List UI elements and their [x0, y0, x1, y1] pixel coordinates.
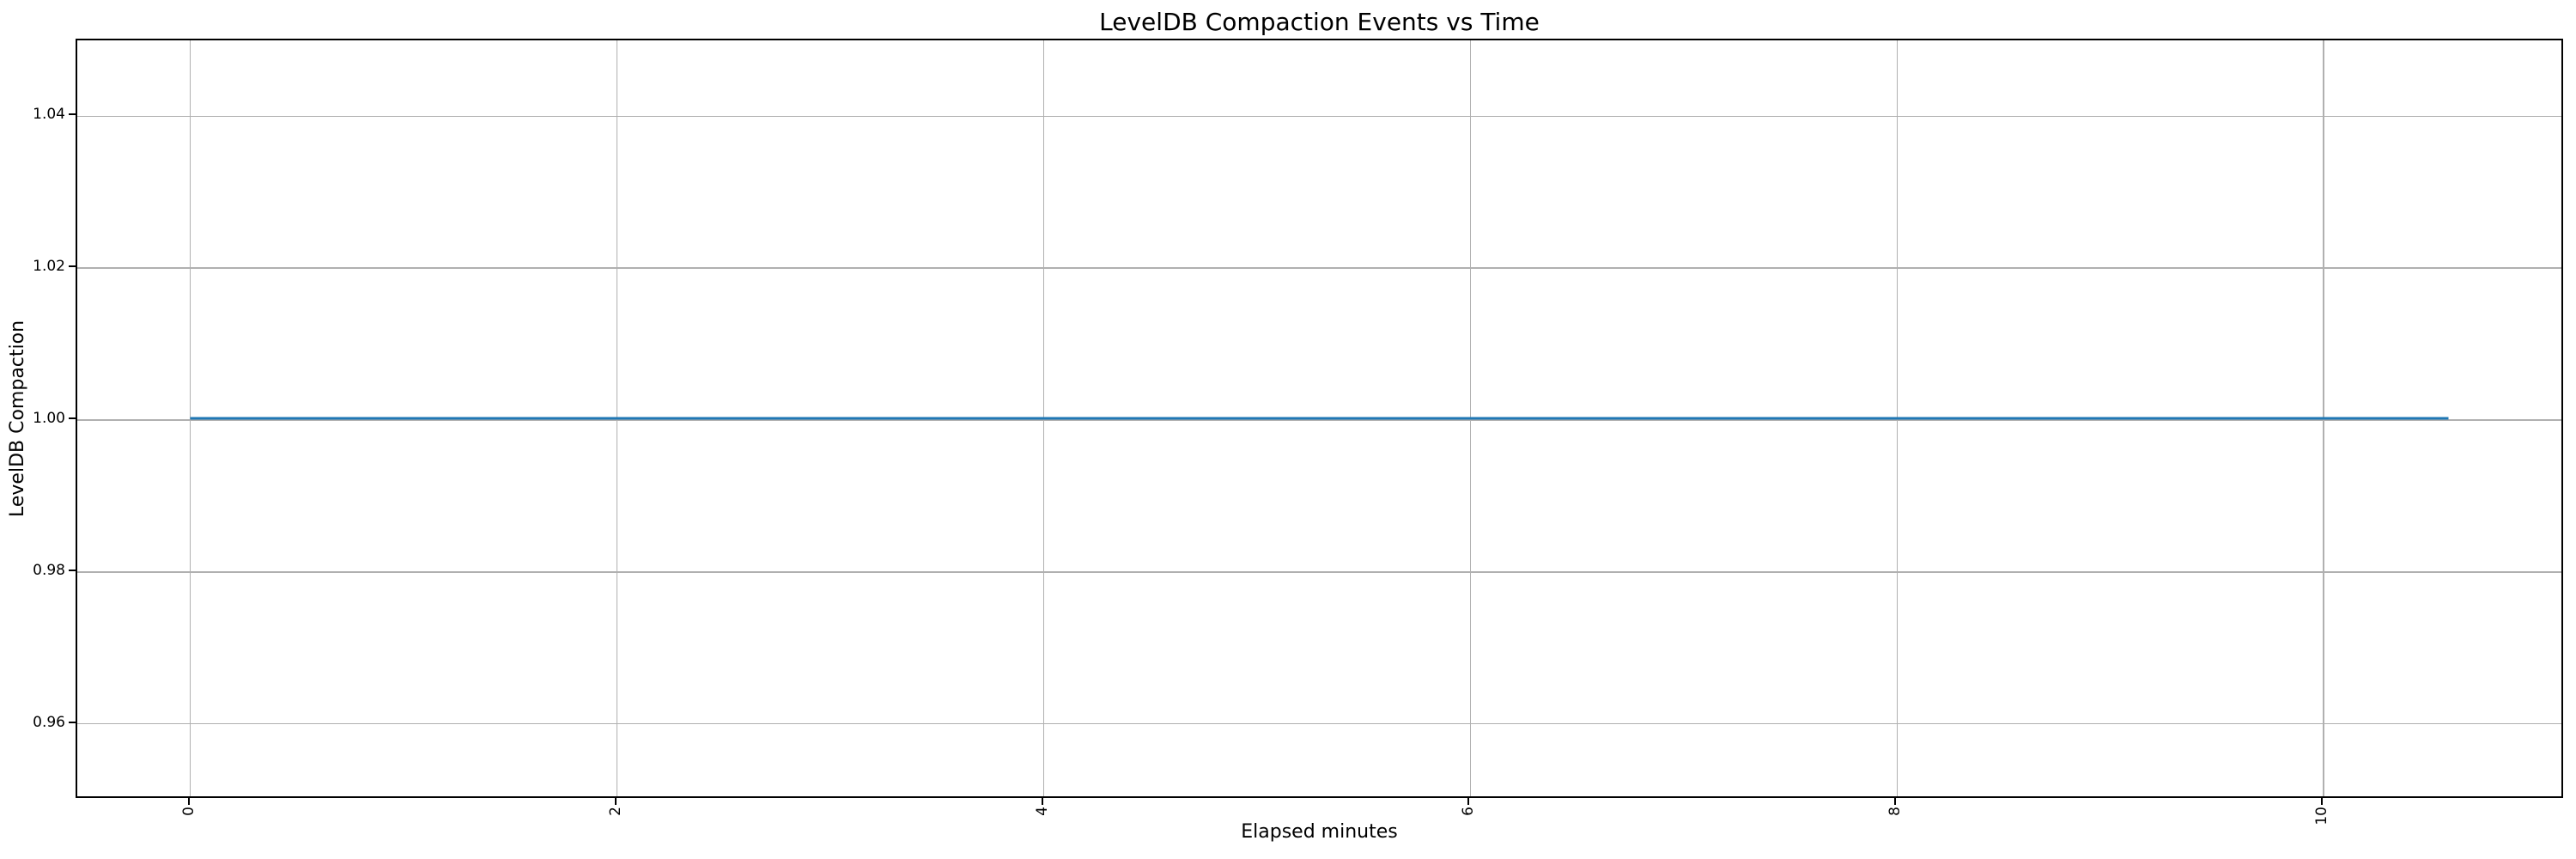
y-tick-mark	[69, 721, 76, 723]
y-gridline	[77, 419, 2561, 421]
plot-area	[76, 39, 2563, 798]
x-axis-label: Elapsed minutes	[1241, 821, 1398, 843]
x-tick-label: 8	[1886, 807, 1905, 816]
x-tick-mark	[1467, 798, 1470, 805]
x-tick-mark	[1894, 798, 1897, 805]
y-tick-label: 1.02	[33, 258, 65, 276]
series-layer	[190, 417, 2449, 420]
y-tick-mark	[69, 113, 76, 116]
x-tick-mark	[187, 798, 190, 805]
x-tick-label: 10	[2313, 807, 2331, 825]
y-tick-mark	[69, 417, 76, 419]
y-tick-label: 0.98	[33, 561, 65, 579]
y-tick-mark	[69, 265, 76, 268]
x-tick-mark	[2321, 798, 2324, 805]
x-tick-label: 0	[179, 807, 197, 816]
y-gridline	[77, 722, 2561, 725]
y-tick-label: 1.00	[33, 410, 65, 427]
x-tick-mark	[1041, 798, 1043, 805]
x-tick-label: 6	[1460, 807, 1478, 816]
y-tick-label: 1.04	[33, 106, 65, 124]
y-tick-mark	[69, 569, 76, 571]
x-tick-mark	[614, 798, 617, 805]
y-gridline	[77, 571, 2561, 573]
x-tick-label: 4	[1033, 807, 1051, 816]
chart-title: LevelDB Compaction Events vs Time	[1099, 8, 1540, 36]
x-tick-label: 2	[606, 807, 624, 816]
y-gridline	[77, 115, 2561, 118]
y-gridline	[77, 267, 2561, 269]
y-tick-label: 0.96	[33, 713, 65, 731]
